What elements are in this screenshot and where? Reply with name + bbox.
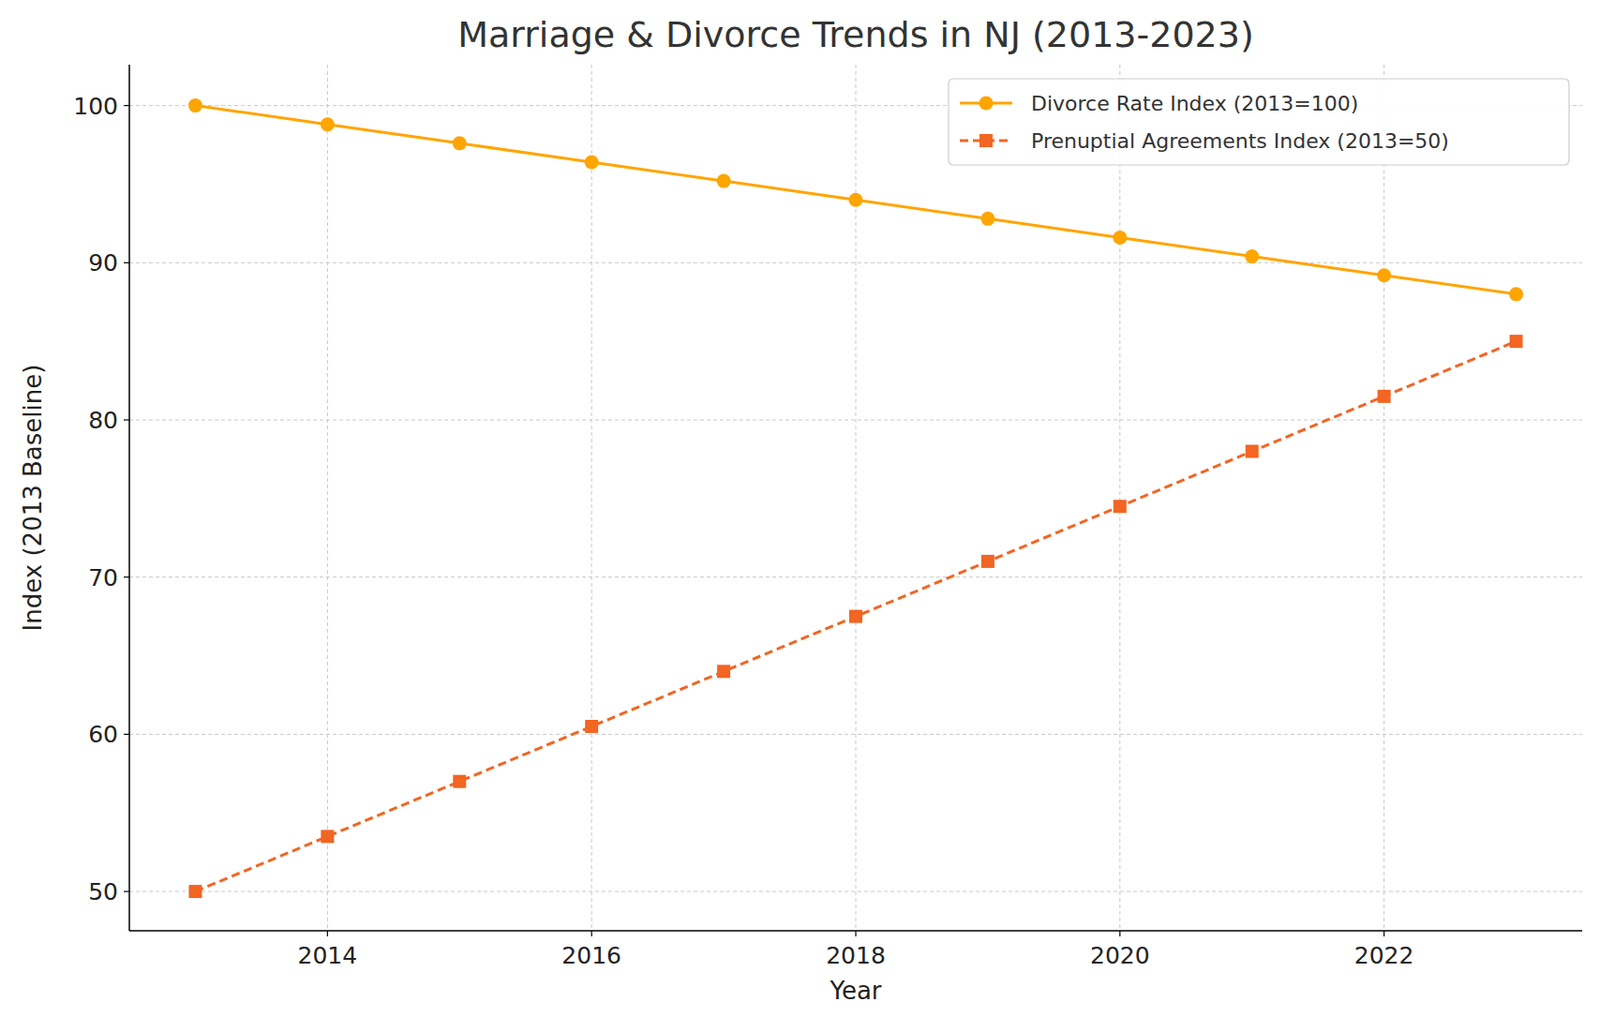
x-axis-label: Year xyxy=(828,976,882,1005)
series-marker xyxy=(584,719,599,733)
series-marker xyxy=(188,884,202,898)
x-grid-line xyxy=(591,64,593,931)
y-tick-label: 90 xyxy=(88,249,119,277)
legend: Divorce Rate Index (2013=100) Prenuptial … xyxy=(948,78,1570,165)
y-grid-line xyxy=(129,733,1583,735)
x-tick-label: 2014 xyxy=(298,942,359,970)
y-tick-label: 100 xyxy=(73,92,119,120)
series-marker xyxy=(1509,286,1524,301)
series-marker xyxy=(1112,230,1127,245)
y-tick-label: 50 xyxy=(88,878,119,906)
y-tick xyxy=(123,890,130,892)
y-tick xyxy=(123,418,130,420)
series-marker xyxy=(452,775,466,789)
y-tick xyxy=(123,262,130,264)
y-tick xyxy=(123,733,130,735)
x-tick xyxy=(327,930,329,937)
background xyxy=(0,0,1600,1032)
y-tick-label: 70 xyxy=(88,564,119,592)
legend-marker xyxy=(979,134,993,148)
legend-label: Divorce Rate Index (2013=100) xyxy=(1031,91,1359,116)
legend-label: Prenuptial Agreements Index (2013=50) xyxy=(1031,129,1450,153)
x-tick xyxy=(1383,930,1385,937)
y-tick-label: 80 xyxy=(88,406,119,434)
series-marker xyxy=(1245,445,1259,459)
series-marker xyxy=(849,610,863,624)
axes: 2014 2016 2018 2020 2022 50 60 70 80 90 100 xyxy=(73,64,1583,970)
x-tick xyxy=(591,930,593,937)
y-tick xyxy=(123,104,130,106)
x-tick-label: 2020 xyxy=(1090,942,1151,970)
series-marker xyxy=(1376,268,1391,283)
series-marker xyxy=(584,154,599,169)
y-grid-line xyxy=(129,262,1583,264)
x-axis-line xyxy=(129,929,1583,932)
x-tick xyxy=(854,930,856,937)
x-tick-label: 2022 xyxy=(1354,942,1415,970)
series-marker xyxy=(320,117,335,132)
series-marker xyxy=(717,174,732,189)
series-marker xyxy=(717,664,731,678)
x-grid-line xyxy=(1119,64,1121,931)
series-marker xyxy=(452,135,467,150)
grid xyxy=(129,64,1583,931)
title: Marriage & Divorce Trends in NJ (2013-20… xyxy=(457,14,1255,56)
y-grid-line xyxy=(129,418,1583,420)
series-marker xyxy=(981,554,995,569)
series-marker xyxy=(849,193,864,208)
series-marker xyxy=(1113,499,1127,513)
x-grid-line xyxy=(1383,64,1385,931)
series-marker xyxy=(1510,334,1524,348)
x-tick-label: 2018 xyxy=(825,942,886,970)
x-tick xyxy=(1119,930,1121,937)
x-tick-label: 2016 xyxy=(561,942,622,970)
series-marker xyxy=(1244,249,1259,264)
y-grid-line xyxy=(129,891,1583,893)
y-grid-line xyxy=(129,576,1583,578)
series-marker xyxy=(1377,389,1391,404)
legend-box xyxy=(948,78,1570,165)
series-line xyxy=(194,341,1516,892)
series-marker xyxy=(980,211,995,226)
legend-marker xyxy=(979,96,994,111)
y-axis-line xyxy=(128,64,131,931)
y-tick xyxy=(123,576,130,578)
x-grid-line xyxy=(327,64,329,931)
chart: 2014 2016 2018 2020 2022 50 60 70 80 90 100 Marriag… xyxy=(0,0,1600,1032)
plot-area xyxy=(188,98,1524,898)
y-axis-label: Index (2013 Baseline) xyxy=(18,364,47,632)
series-line xyxy=(194,105,1516,295)
series-marker xyxy=(188,98,203,113)
y-tick-label: 60 xyxy=(88,720,119,748)
series-marker xyxy=(320,829,334,843)
